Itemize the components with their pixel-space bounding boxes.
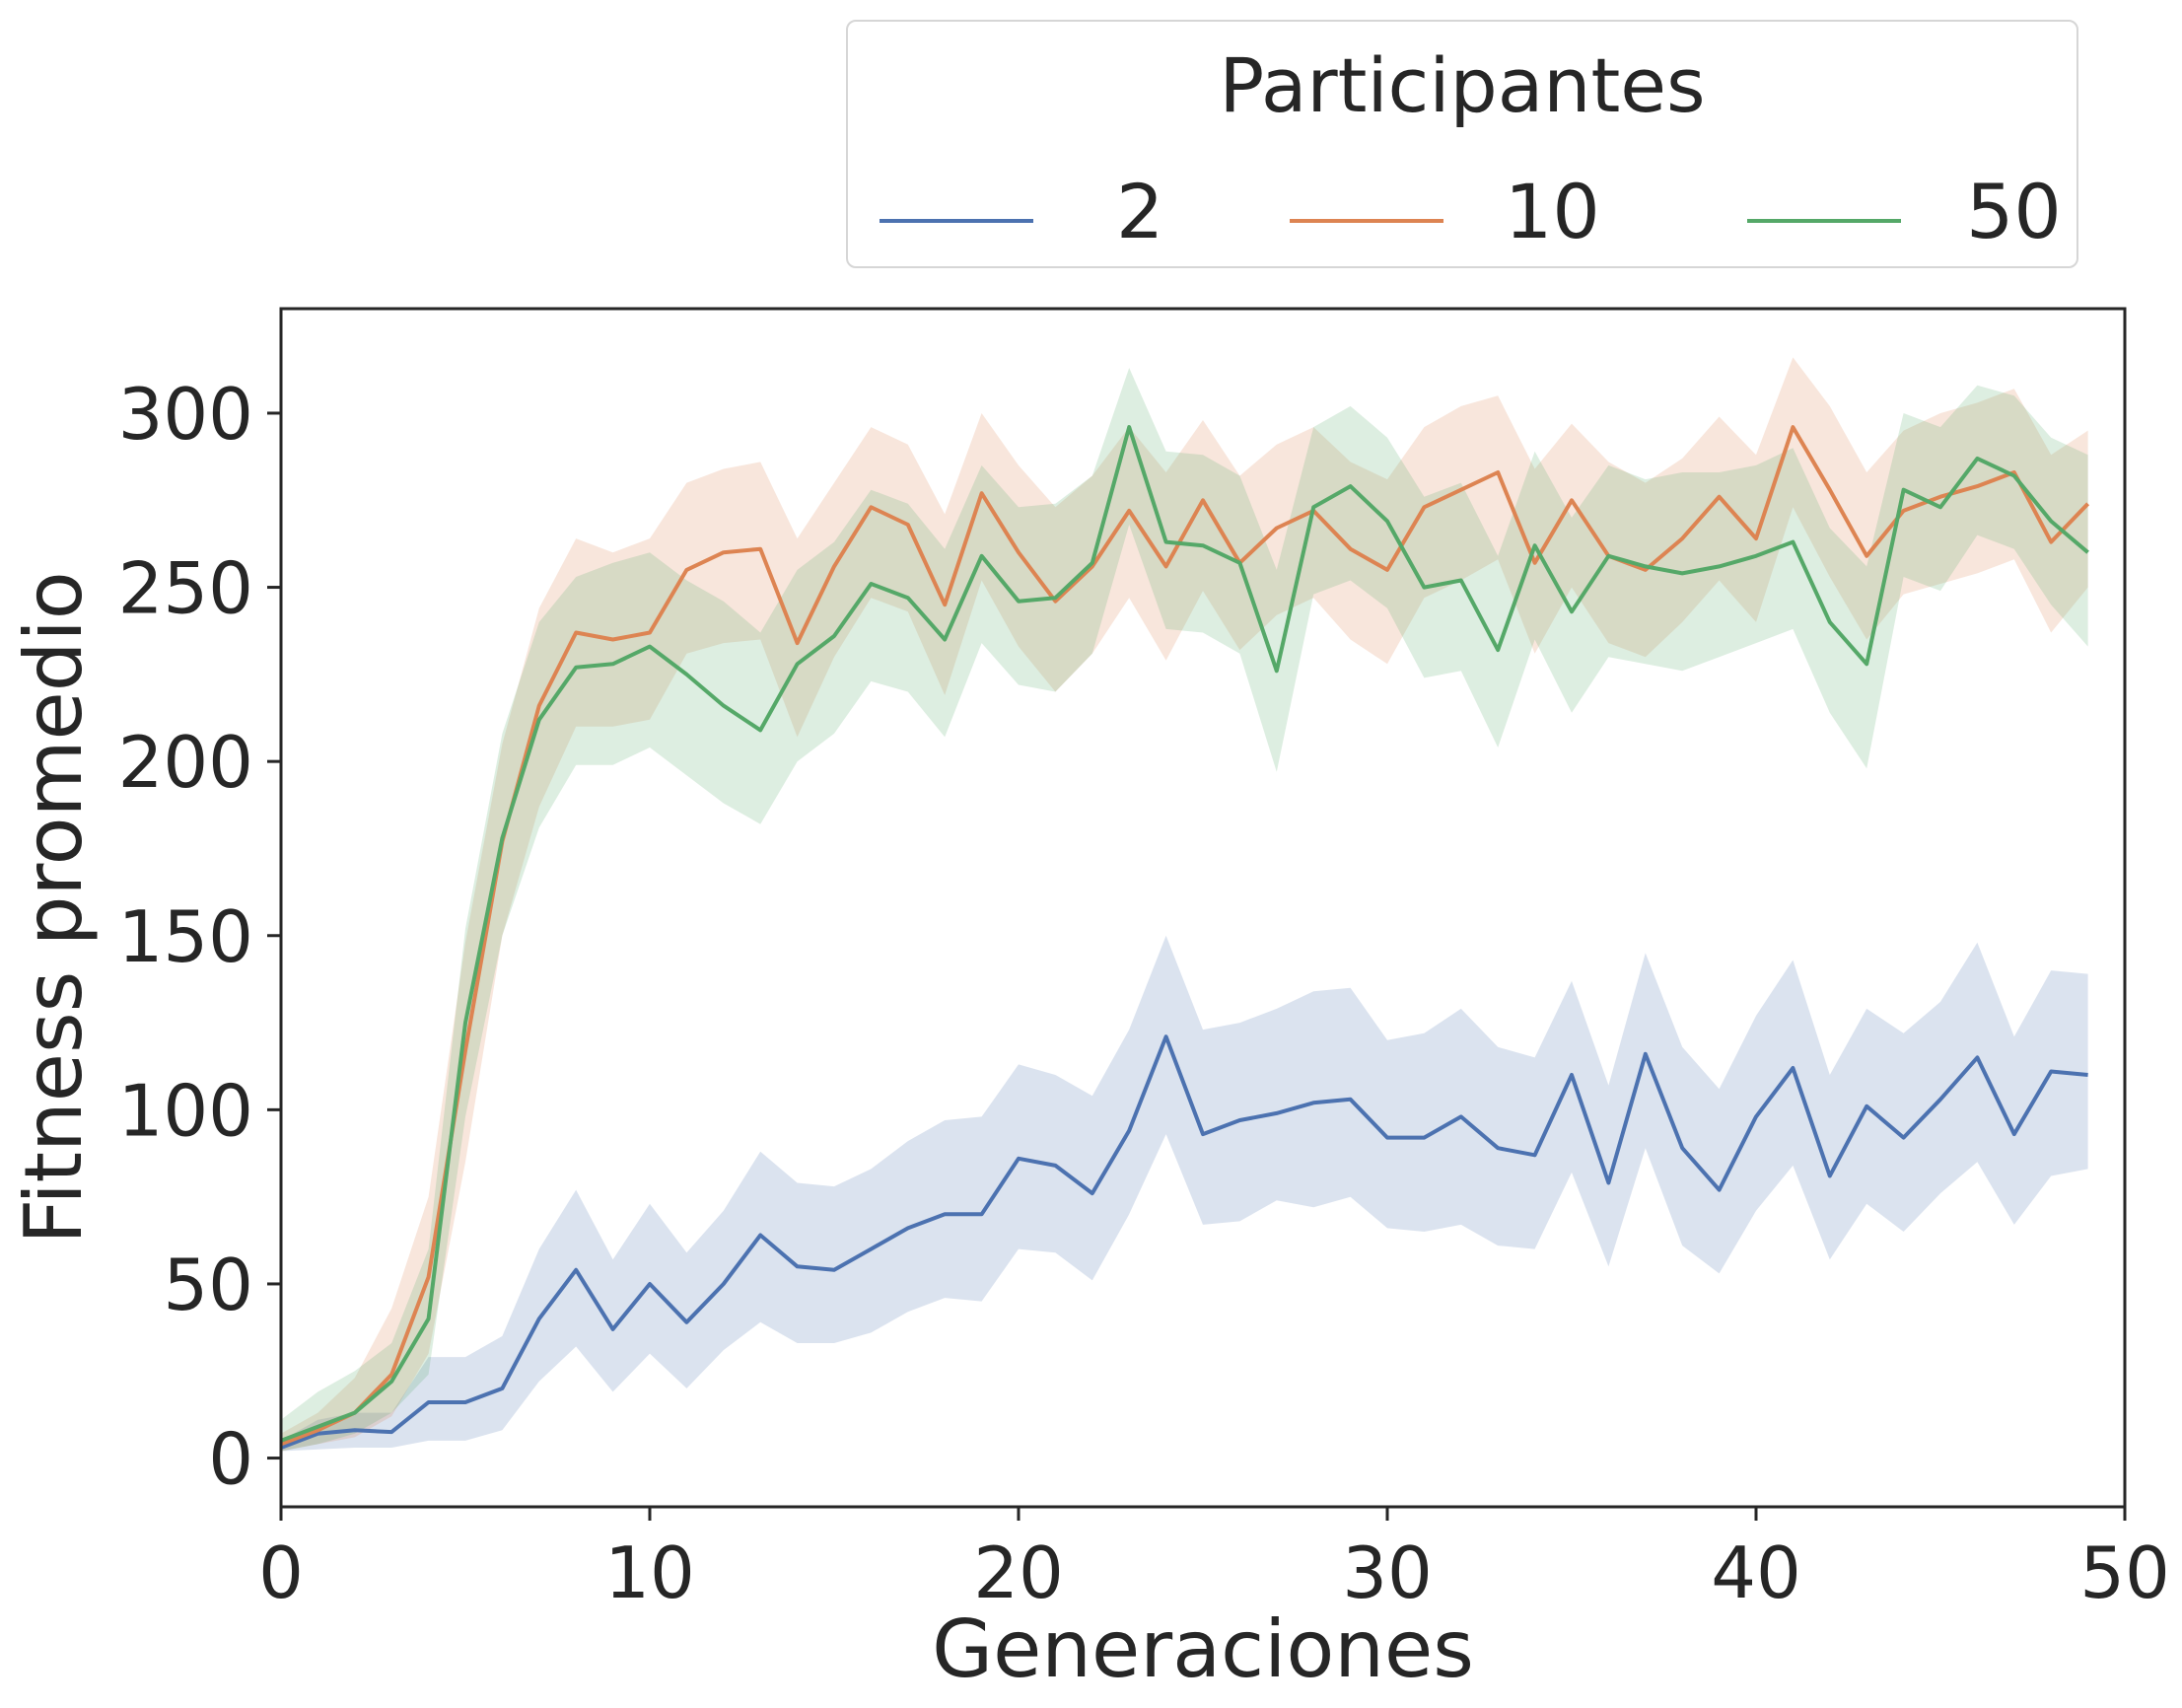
x-tick-label: 40 (1711, 1531, 1801, 1614)
y-axis-label: Fitness promedio (8, 571, 100, 1244)
y-tick-label: 0 (208, 1418, 253, 1501)
y-tick-label: 50 (163, 1244, 253, 1326)
legend-label-series-10: 10 (1505, 168, 1600, 255)
x-tick-label: 30 (1342, 1531, 1433, 1614)
y-tick-label: 200 (118, 721, 253, 804)
x-axis-label: Generaciones (932, 1603, 1474, 1695)
confidence-bands (281, 357, 2088, 1452)
x-tick-label: 0 (258, 1531, 304, 1614)
axis-ticks: 0 10 20 30 40 50 0 50 100 150 200 250 300 (118, 373, 2170, 1614)
y-tick-label: 150 (118, 895, 253, 978)
legend-swatch-series-50 (1747, 219, 1901, 223)
y-tick-label: 250 (118, 547, 253, 630)
line-series-50 (280, 425, 2089, 1443)
legend-label-series-2: 2 (1116, 168, 1164, 255)
ci-band-series-10 (281, 357, 2088, 1452)
x-tick-label: 10 (604, 1531, 695, 1614)
legend-label-series-50: 50 (1966, 168, 2062, 255)
ci-band-series-50 (281, 368, 2088, 1452)
x-tick-label: 20 (973, 1531, 1064, 1614)
legend-swatch-series-2 (880, 219, 1033, 223)
x-tick-label: 50 (2079, 1531, 2170, 1614)
y-tick-label: 300 (118, 373, 253, 456)
line-series-10 (280, 425, 2090, 1447)
legend-title: Participantes (1219, 41, 1706, 129)
line-series-2 (280, 1034, 2088, 1450)
y-tick-label: 100 (118, 1069, 253, 1152)
legend-swatch-series-10 (1290, 219, 1443, 223)
legend: Participantes 2 10 50 (846, 20, 2078, 268)
plot-area-frame (279, 307, 2127, 1509)
ci-band-series-2 (281, 935, 2088, 1452)
series-lines (280, 425, 2090, 1450)
